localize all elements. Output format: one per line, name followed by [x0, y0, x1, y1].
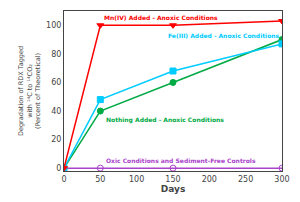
svg-text:Degradation of RDX Taggedwith: Degradation of RDX Taggedwith ¹⁴C to ¹⁴C… — [17, 46, 42, 136]
svg-text:100: 100 — [46, 21, 61, 30]
svg-text:0: 0 — [61, 175, 66, 184]
svg-text:Mn(IV) Added - Anoxic Conditio: Mn(IV) Added - Anoxic Conditions — [104, 14, 218, 21]
svg-text:40: 40 — [51, 107, 61, 116]
svg-text:Days: Days — [161, 184, 186, 194]
svg-text:50: 50 — [95, 175, 105, 184]
svg-text:Fe(III) Added - Anoxic Conditi: Fe(III) Added - Anoxic Conditions — [168, 32, 280, 39]
svg-text:200: 200 — [202, 175, 217, 184]
svg-text:100: 100 — [129, 175, 144, 184]
svg-text:150: 150 — [165, 175, 180, 184]
svg-text:300: 300 — [274, 175, 289, 184]
svg-text:80: 80 — [51, 50, 61, 59]
svg-text:20: 20 — [51, 135, 61, 144]
svg-text:0: 0 — [56, 164, 61, 173]
svg-text:60: 60 — [51, 78, 61, 87]
svg-text:Oxic Conditions and Sediment-F: Oxic Conditions and Sediment-Free Contro… — [106, 157, 256, 164]
svg-text:250: 250 — [238, 175, 253, 184]
svg-text:Nothing Added - Anoxic Conditi: Nothing Added - Anoxic Conditions — [106, 116, 224, 124]
